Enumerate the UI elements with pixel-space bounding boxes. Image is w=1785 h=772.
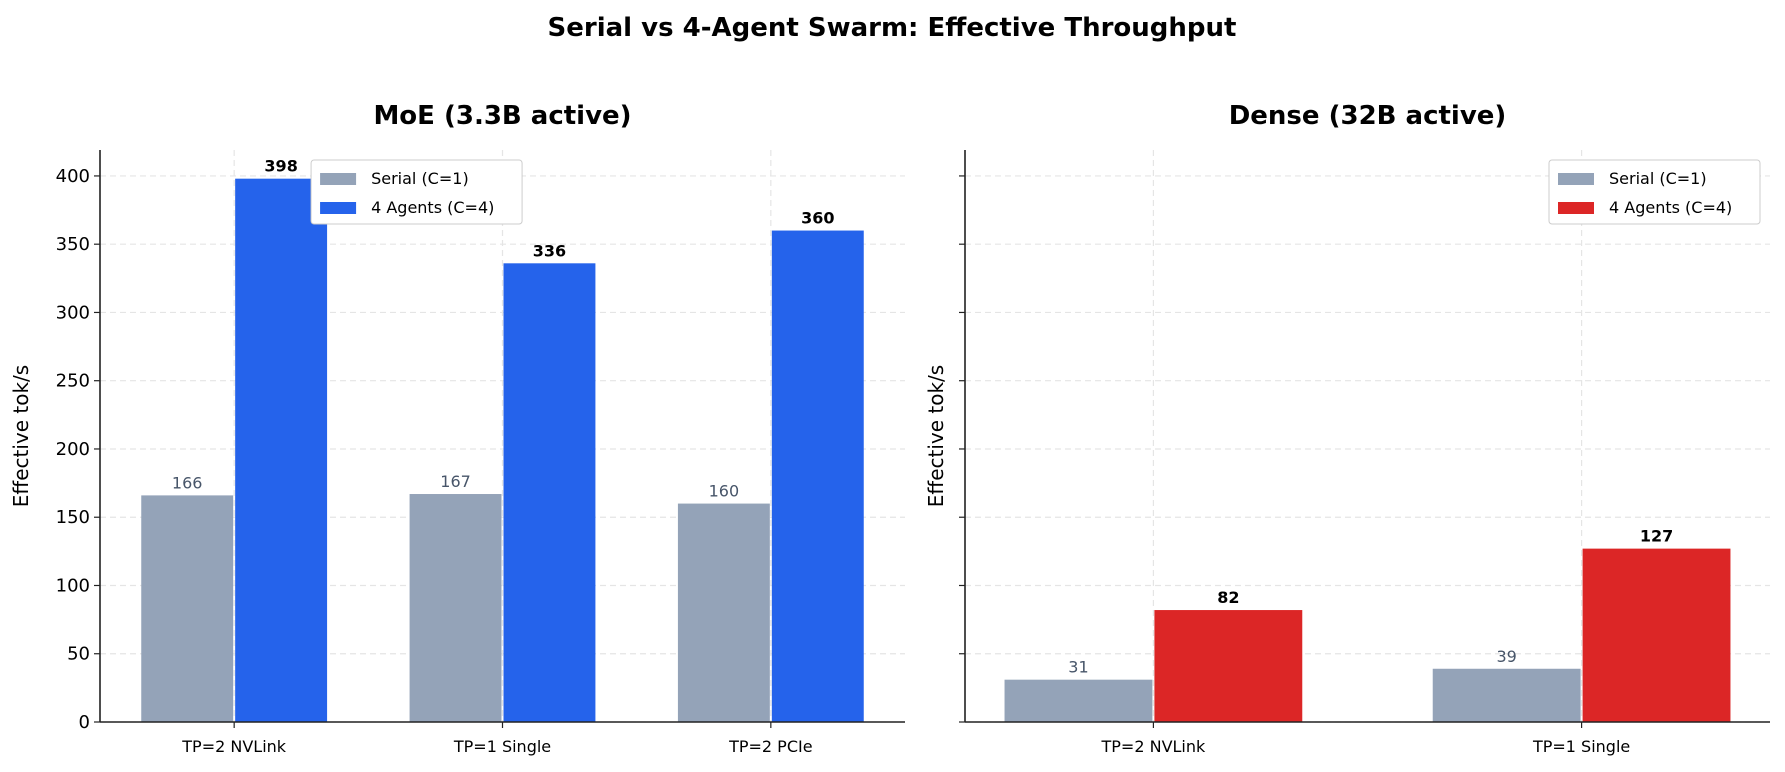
legend-swatch (1558, 173, 1594, 185)
legend-box (310, 159, 523, 225)
agents-bar (1582, 548, 1731, 722)
x-tick-label: TP=2 NVLink (1101, 737, 1207, 756)
serial-value-label: 167 (440, 472, 471, 491)
legend-swatch (320, 202, 357, 214)
legend: Serial (C=1) 4 Agents (C=4) (1548, 159, 1761, 225)
y-tick-label: 100 (56, 575, 90, 596)
y-tick-label: 350 (56, 234, 90, 255)
y-tick-label: 400 (56, 166, 90, 187)
agents-value-label: 336 (533, 241, 566, 260)
serial-bar (409, 494, 502, 722)
y-axis-label: Effective tok/s (924, 365, 948, 507)
x-tick-label: TP=2 NVLink (181, 737, 287, 756)
y-tick-label: 0 (79, 712, 90, 733)
legend-entry: Serial (C=1) (371, 169, 469, 188)
x-tick-label: TP=1 Single (1532, 737, 1630, 756)
subplot-moe: 0 50 100 150 200 250 300 350 400 166 167 160 398 336 3… (9, 101, 905, 756)
y-axis-label: Effective tok/s (9, 365, 33, 507)
subplot-dense: 31 39 82 127 TP=2 NVLink TP=1 Single Dense (32… (924, 101, 1770, 756)
y-tick-label: 150 (56, 507, 90, 528)
figure-title: Serial vs 4-Agent Swarm: Effective Throu… (548, 13, 1237, 43)
legend: Serial (C=1) 4 Agents (C=4) (310, 159, 523, 225)
x-tick-label: TP=1 Single (453, 737, 551, 756)
agents-bar (235, 178, 328, 722)
serial-value-label: 31 (1068, 658, 1088, 677)
serial-value-label: 166 (172, 473, 203, 492)
y-tick-label: 50 (67, 644, 90, 665)
legend-box (1548, 159, 1761, 225)
subplot-title: MoE (3.3B active) (373, 101, 631, 131)
agents-value-label: 82 (1217, 588, 1239, 607)
serial-bar (1432, 668, 1581, 722)
legend-entry: Serial (C=1) (1609, 169, 1707, 188)
legend-entry: 4 Agents (C=4) (1609, 198, 1732, 217)
y-tick-label: 300 (56, 302, 90, 323)
legend-entry: 4 Agents (C=4) (371, 198, 494, 217)
serial-bar (141, 495, 234, 722)
subplot-title: Dense (32B active) (1229, 101, 1507, 131)
agents-value-label: 398 (264, 157, 297, 176)
agents-value-label: 127 (1640, 527, 1673, 546)
agents-bar (771, 230, 864, 722)
legend-swatch (320, 173, 357, 185)
serial-value-label: 160 (709, 482, 740, 501)
legend-swatch (1558, 202, 1594, 214)
y-tick-label: 250 (56, 371, 90, 392)
agents-value-label: 360 (801, 209, 834, 228)
agents-bar (1154, 610, 1303, 722)
y-tick-label: 200 (56, 439, 90, 460)
serial-bar (677, 503, 770, 722)
serial-bar (1004, 679, 1153, 722)
serial-value-label: 39 (1496, 647, 1516, 666)
agents-bar (503, 263, 596, 722)
x-tick-label: TP=2 PCIe (728, 737, 812, 756)
